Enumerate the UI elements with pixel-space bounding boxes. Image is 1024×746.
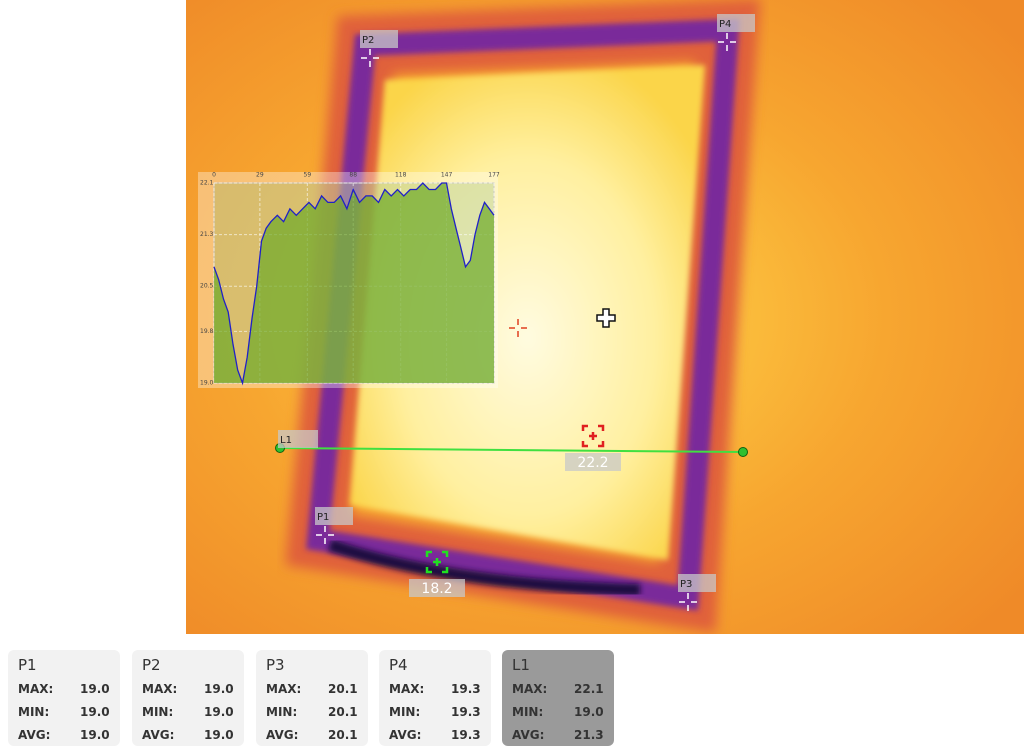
label-text: P4 <box>719 19 731 30</box>
profile-area <box>214 183 494 383</box>
stat-value: 22.1 <box>574 682 604 696</box>
stat-value: 20.1 <box>328 682 358 696</box>
crosshair <box>316 526 334 544</box>
stat-label: AVG: <box>266 728 299 742</box>
stat-label: MAX: <box>142 682 178 696</box>
spot-bracket <box>425 550 449 574</box>
stat-value: 19.3 <box>451 728 481 742</box>
x-tick-label: 0 <box>212 172 216 179</box>
card-title: P2 <box>142 656 161 674</box>
label-box <box>278 430 318 448</box>
cold-value: 18.2 <box>421 581 452 597</box>
measurement-card[interactable]: P2 MAX: 19.0 MIN: 19.0 AVG: 19.0 <box>132 650 244 746</box>
stat-label: MAX: <box>18 682 54 696</box>
x-tick-label: 29 <box>256 172 264 179</box>
stat-label: MAX: <box>512 682 548 696</box>
label-box <box>717 14 755 32</box>
x-tick-label: 88 <box>349 172 357 179</box>
stat-value: 19.0 <box>80 728 110 742</box>
measurement-card[interactable]: L1 MAX: 22.1 MIN: 19.0 AVG: 21.3 <box>502 650 614 746</box>
label-text: P1 <box>317 512 329 523</box>
overlay: 0 29 59 88 118 147 177 19.0 19.8 20.5 21.3 22.1 P1 P2… <box>198 14 755 611</box>
crosshair <box>679 593 697 611</box>
stat-value: 19.0 <box>80 705 110 719</box>
x-tick-label: 59 <box>304 172 312 179</box>
stat-value: 20.1 <box>328 728 358 742</box>
frame-cold-edge <box>328 539 641 596</box>
stat-value: 19.3 <box>451 705 481 719</box>
stat-label: MIN: <box>512 705 544 719</box>
stat-value: 19.3 <box>451 682 481 696</box>
stat-value: 21.3 <box>574 728 604 742</box>
y-tick-label: 21.3 <box>200 231 214 238</box>
stat-label: MIN: <box>389 705 421 719</box>
stat-label: AVG: <box>512 728 545 742</box>
label-box <box>315 507 353 525</box>
hot-value: 22.2 <box>577 455 608 471</box>
measurement-card[interactable]: P3 MAX: 20.1 MIN: 20.1 AVG: 20.1 <box>256 650 368 746</box>
label-text: P2 <box>362 35 374 46</box>
profile-line <box>213 182 495 386</box>
stat-label: AVG: <box>389 728 422 742</box>
stat-value: 19.0 <box>204 705 234 719</box>
crosshair <box>509 319 527 337</box>
stat-value: 20.1 <box>328 705 358 719</box>
card-title: L1 <box>512 656 530 674</box>
y-tick-label: 22.1 <box>200 180 214 187</box>
value-box <box>409 579 465 597</box>
stat-label: MIN: <box>142 705 174 719</box>
stat-label: AVG: <box>18 728 51 742</box>
stat-label: MAX: <box>389 682 425 696</box>
cursor-cross <box>596 308 616 328</box>
thermal-view: 0 29 59 88 118 147 177 19.0 19.8 20.5 21.3 22.1 P1 P2… <box>186 0 1024 634</box>
y-tick-label: 20.5 <box>200 283 214 290</box>
card-title: P3 <box>266 656 285 674</box>
x-tick-label: 118 <box>395 172 407 179</box>
stat-label: MIN: <box>266 705 298 719</box>
x-tick-label: 147 <box>441 172 453 179</box>
stat-label: MIN: <box>18 705 50 719</box>
stat-label: AVG: <box>142 728 175 742</box>
stat-label: MAX: <box>266 682 302 696</box>
measurement-card[interactable]: P4 MAX: 19.3 MIN: 19.3 AVG: 19.3 <box>379 650 491 746</box>
stat-value: 19.0 <box>204 728 234 742</box>
crosshair <box>361 49 379 67</box>
x-tick-label: 177 <box>488 172 500 179</box>
label-text: P3 <box>680 579 692 590</box>
y-tick-label: 19.0 <box>200 380 214 387</box>
line-end <box>738 447 748 457</box>
measurement-cards: P1 MAX: 19.0 MIN: 19.0 AVG: 19.0 P2 MAX: 19.0 MIN:… <box>0 650 1024 746</box>
crosshair <box>718 33 736 51</box>
y-tick-label: 19.8 <box>200 328 214 335</box>
stat-value: 19.0 <box>574 705 604 719</box>
value-box <box>565 453 621 471</box>
label-box <box>360 30 398 48</box>
stat-value: 19.0 <box>80 682 110 696</box>
card-title: P4 <box>389 656 408 674</box>
measure-line <box>279 447 744 453</box>
stat-value: 19.0 <box>204 682 234 696</box>
card-title: P1 <box>18 656 37 674</box>
label-box <box>678 574 716 592</box>
label-text: L1 <box>280 435 292 446</box>
measurement-card[interactable]: P1 MAX: 19.0 MIN: 19.0 AVG: 19.0 <box>8 650 120 746</box>
spot-bracket <box>581 424 605 448</box>
